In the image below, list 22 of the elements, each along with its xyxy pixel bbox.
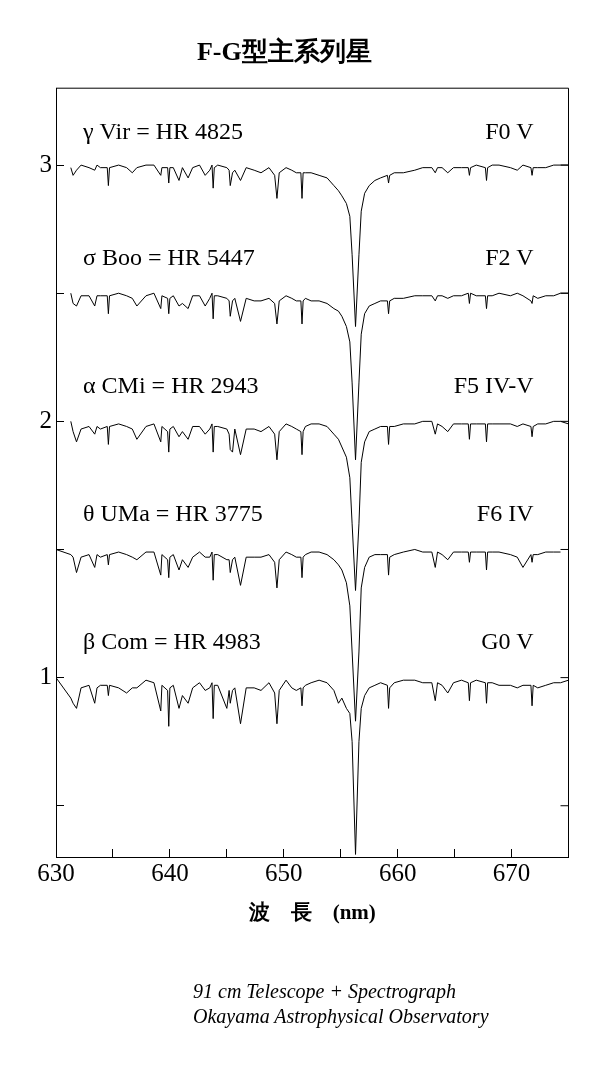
x-tick-label: 660 <box>378 858 417 886</box>
y-tick-label: 3 <box>39 149 52 177</box>
x-tick-label: 650 <box>265 858 303 886</box>
annotation: F0 V <box>485 117 535 144</box>
y-tick-label: 1 <box>39 662 52 690</box>
series-label: α CMi = HR 2943 <box>83 371 259 398</box>
annotation: F2 V <box>485 243 535 270</box>
series-label: γ Vir = HR 4825 <box>82 117 244 144</box>
text: Okayama Astrophysical Observatory <box>193 1005 489 1029</box>
annotation: F5 IV-V <box>453 371 535 398</box>
x-tick-label: 630 <box>37 858 75 886</box>
x-axis-title: 波 長 (nm) <box>247 899 376 924</box>
x-tick-label: 640 <box>151 858 189 886</box>
series-label: σ Boo = HR 5447 <box>83 243 255 270</box>
y-tick-label: 2 <box>39 405 52 433</box>
annotation: F6 IV <box>476 499 535 526</box>
annotation: G0 V <box>481 627 535 654</box>
x-tick-label: 670 <box>492 858 531 886</box>
text: 91 cm Telescope + Spectrograph <box>193 980 457 1004</box>
chart-title: F-G型主系列星 <box>196 37 372 67</box>
series-label: β Com = HR 4983 <box>83 627 261 654</box>
series-label: θ UMa = HR 3775 <box>83 499 263 526</box>
